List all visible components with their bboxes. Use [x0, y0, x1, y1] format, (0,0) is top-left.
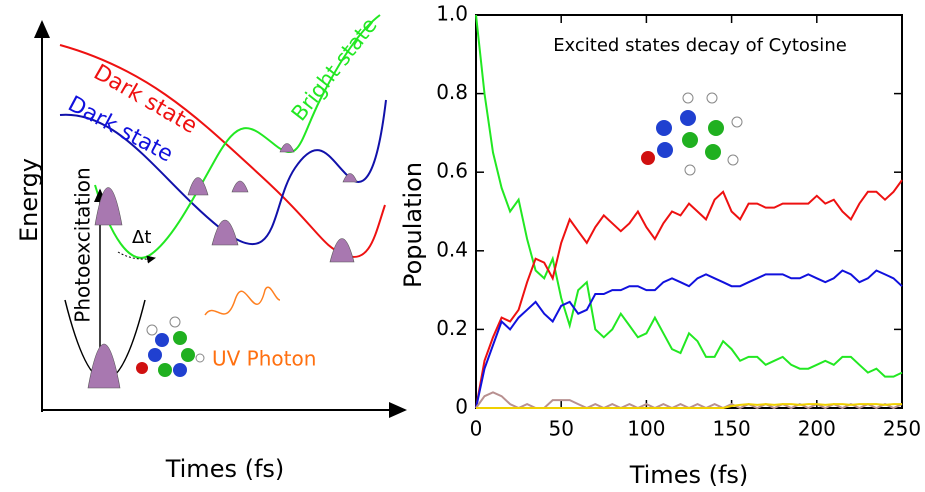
wavepacket — [329, 238, 355, 263]
plot-frame — [475, 14, 903, 409]
green-curve — [94, 14, 381, 259]
photon-wave — [204, 286, 281, 316]
y-axis-label: Population — [399, 162, 427, 288]
wavepacket — [342, 173, 358, 183]
series-line — [475, 391, 903, 410]
molecule — [641, 92, 743, 176]
green-state-label: Bright state — [287, 13, 382, 125]
x-tick-label: 0 — [470, 417, 483, 441]
time-label: Times (fs) — [165, 455, 285, 483]
wavepacket — [94, 187, 123, 226]
y-tick-label: 1.0 — [436, 2, 468, 26]
wavepacket — [279, 143, 295, 153]
wavepacket — [87, 343, 121, 389]
wavepacket — [231, 180, 249, 193]
series-line — [475, 269, 903, 409]
y-tick-label: 0 — [455, 395, 468, 419]
x-tick-label: 150 — [713, 417, 751, 441]
schematic: Energy Photoexcitation Dark state Dark s… — [15, 13, 407, 483]
blue-curve — [59, 99, 387, 245]
x-tick-label: 250 — [883, 417, 921, 441]
series-line — [475, 14, 903, 378]
series-line — [475, 179, 903, 409]
red-curve — [59, 44, 386, 258]
y-tick-label: 0.2 — [436, 316, 468, 340]
photon-label: UV Photon — [212, 347, 316, 371]
x-axis-label: Times (fs) — [629, 461, 749, 489]
wavepacket — [187, 177, 209, 196]
x-tick-label: 50 — [548, 417, 573, 441]
y-tick-label: 0.4 — [436, 237, 468, 261]
wavepacket — [211, 220, 239, 246]
y-tick-label: 0.6 — [436, 159, 468, 183]
chart: Excited states decay of Cytosine Times (… — [399, 2, 921, 490]
series-line — [476, 403, 902, 409]
molecule — [136, 316, 205, 377]
x-tick-label: 200 — [798, 417, 836, 441]
chart-title: Excited states decay of Cytosine — [553, 35, 847, 56]
excitation-label: Photoexcitation — [71, 167, 95, 322]
y-tick-label: 0.8 — [436, 80, 468, 104]
delay-label: Δt — [132, 227, 151, 248]
x-tick-label: 100 — [627, 417, 665, 441]
energy-label: Energy — [15, 158, 43, 242]
